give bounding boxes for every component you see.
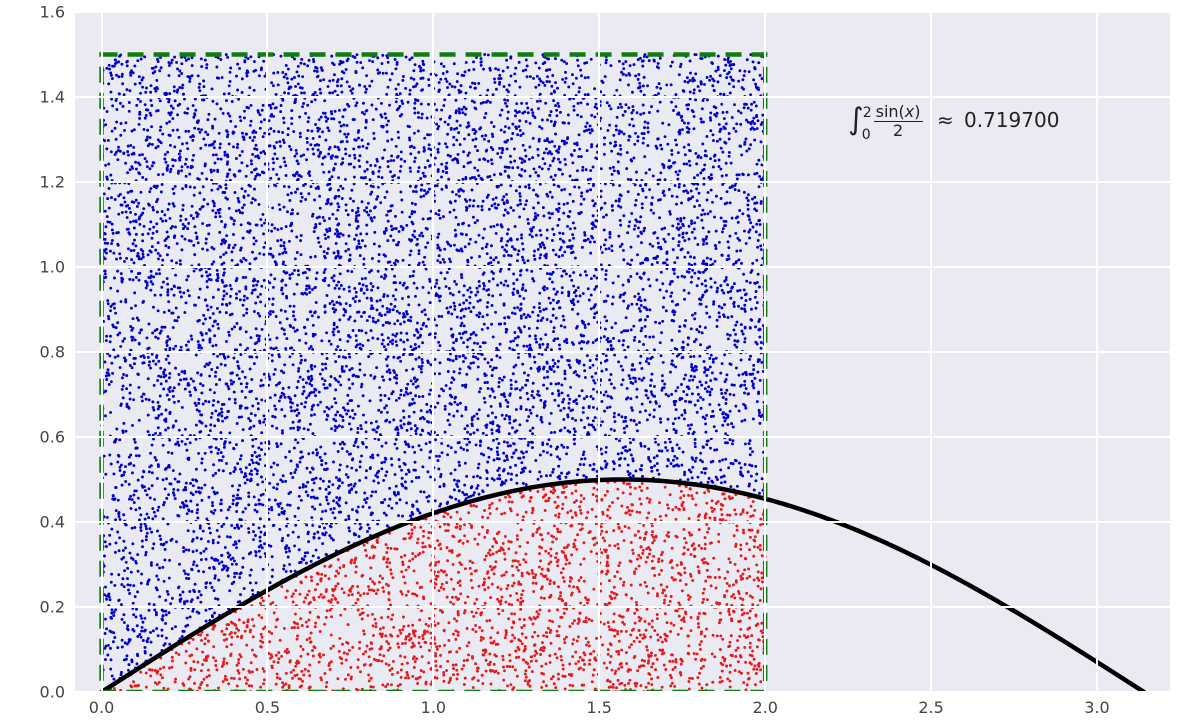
x-tick-label: 0.0	[89, 698, 114, 717]
y-tick-label: 1.2	[40, 173, 65, 192]
y-tick-label: 0.0	[40, 683, 65, 702]
x-tick-label: 2.5	[918, 698, 943, 717]
x-tick-label: 2.0	[752, 698, 777, 717]
y-tick-label: 0.2	[40, 598, 65, 617]
y-tick-label: 1.0	[40, 258, 65, 277]
x-tick-label: 1.0	[421, 698, 446, 717]
y-tick-label: 0.6	[40, 428, 65, 447]
y-tick-label: 1.4	[40, 88, 65, 107]
figure: ∫02sin(x)2 ≈ 0.719700 0.0 0.5 1.0 1.5 2.0 2.5…	[0, 0, 1186, 721]
x-tick-label: 0.5	[255, 698, 280, 717]
x-tick-label: 1.5	[587, 698, 612, 717]
y-tick-label: 1.6	[40, 3, 65, 22]
integral-annotation: ∫02sin(x)2 ≈ 0.719700	[848, 100, 1059, 139]
integral-value: 0.719700	[964, 108, 1059, 132]
y-tick-label: 0.4	[40, 513, 65, 532]
x-tick-label: 3.0	[1084, 698, 1109, 717]
y-tick-label: 0.8	[40, 343, 65, 362]
